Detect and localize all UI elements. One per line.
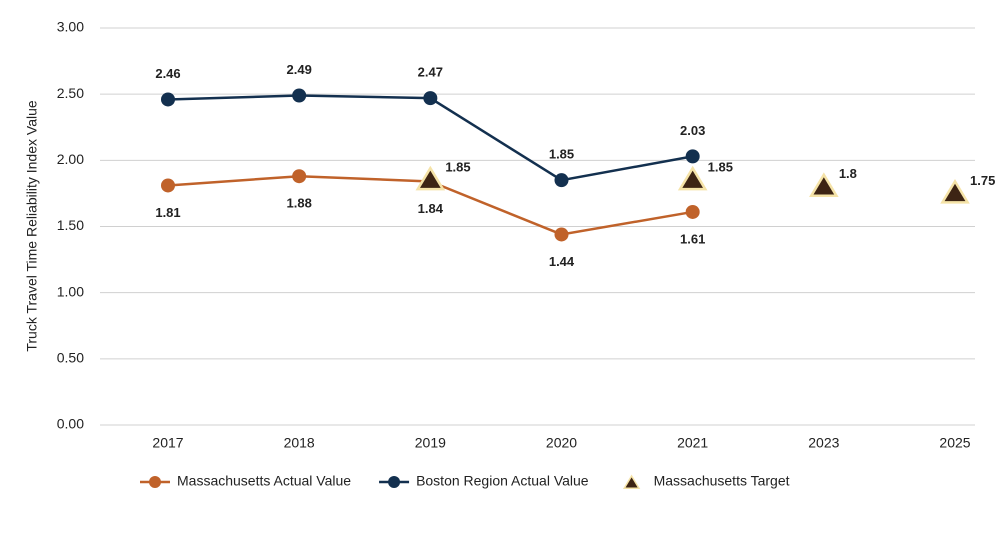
y-tick-label: 0.00	[57, 416, 84, 432]
data-label: 1.61	[680, 231, 705, 246]
data-label: 2.49	[287, 62, 312, 77]
legend-label: Massachusetts Actual Value	[177, 473, 351, 489]
x-tick-label: 2023	[808, 435, 839, 451]
data-point	[554, 173, 569, 188]
y-tick-label: 2.00	[57, 151, 84, 167]
data-point	[161, 178, 175, 193]
x-tick-label: 2018	[284, 435, 315, 451]
x-tick-label: 2017	[152, 435, 183, 451]
data-point	[554, 227, 569, 242]
x-tick-label: 2019	[415, 435, 446, 451]
y-axis-title: Truck Travel Time Reliability Index Valu…	[24, 100, 40, 352]
data-point	[677, 165, 708, 191]
y-tick-label: 1.50	[57, 217, 84, 233]
data-label: 1.81	[155, 205, 180, 220]
data-point	[685, 149, 700, 164]
data-label: 1.88	[287, 196, 312, 211]
data-point	[292, 88, 307, 103]
data-label: 1.75	[970, 173, 995, 188]
data-point	[685, 204, 700, 219]
legend-label: Boston Region Actual Value	[416, 473, 589, 489]
data-point	[423, 91, 438, 106]
data-label: 1.8	[839, 166, 857, 181]
data-label: 1.85	[708, 160, 733, 175]
data-label: 1.85	[549, 147, 574, 162]
data-point	[292, 169, 307, 184]
y-tick-label: 3.00	[57, 19, 84, 35]
data-point	[809, 172, 839, 198]
legend-marker	[622, 474, 641, 489]
y-tick-label: 1.00	[57, 283, 84, 299]
data-label: 1.84	[418, 201, 444, 216]
legend-label: Massachusetts Target	[654, 473, 790, 489]
data-label: 2.47	[418, 65, 443, 80]
x-tick-label: 2021	[677, 435, 708, 451]
data-label: 2.46	[155, 66, 180, 81]
y-tick-label: 0.50	[57, 350, 84, 366]
data-point	[161, 92, 175, 107]
x-tick-label: 2020	[546, 435, 577, 451]
data-label: 1.85	[445, 160, 470, 175]
legend-marker	[149, 476, 161, 488]
data-label: 1.44	[549, 254, 575, 269]
legend-marker	[388, 476, 401, 488]
x-tick-label: 2025	[939, 435, 970, 451]
data-point	[940, 178, 970, 204]
data-label: 2.03	[680, 123, 705, 138]
y-tick-label: 2.50	[57, 85, 84, 101]
data-point	[415, 165, 446, 191]
